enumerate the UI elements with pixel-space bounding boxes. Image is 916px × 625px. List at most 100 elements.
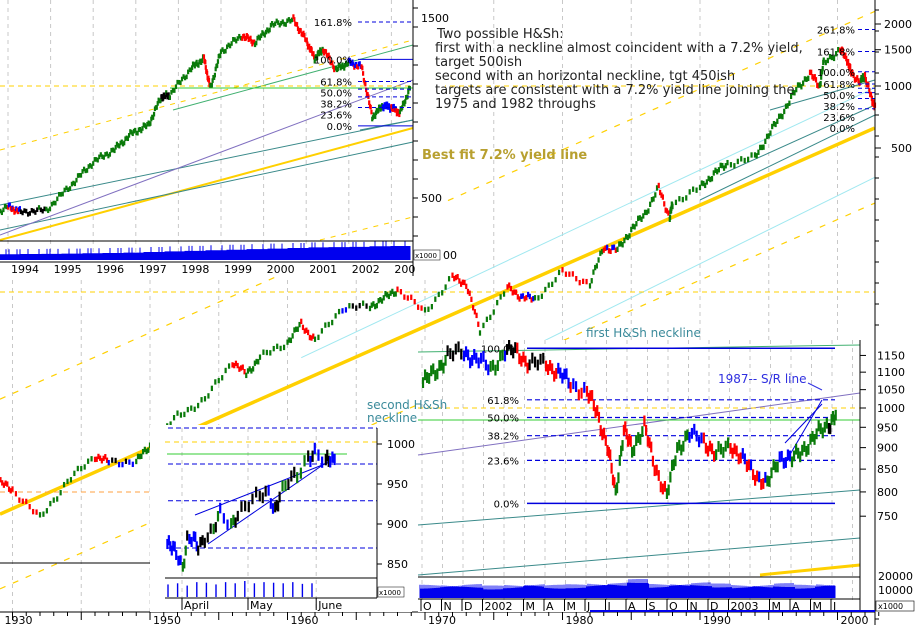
- fib-label: 261.8%: [817, 26, 855, 37]
- x-tick-label: M: [567, 600, 577, 613]
- x-tick-label: 1994: [11, 263, 39, 276]
- x-tick-label: O: [669, 600, 678, 613]
- fib-label: 38.2%: [487, 432, 519, 443]
- x-tick-label: 1997: [139, 263, 167, 276]
- inset-apr-jun: 1000 950 900 850 April May June x1000: [165, 427, 415, 612]
- first-neckline-label: first H&Sh neckline: [586, 326, 701, 340]
- y-tick-label: 950: [877, 421, 898, 434]
- x-tick-label: 2001: [309, 263, 337, 276]
- best-fit-label: Best fit 7.2% yield line: [422, 148, 587, 163]
- volume-unit-box: [875, 600, 915, 612]
- y-tick-label: 00: [443, 249, 457, 262]
- y-tick-label: 1150: [877, 349, 905, 362]
- fib-label: 38.2%: [823, 102, 855, 113]
- fib-label: 100.0%: [817, 68, 855, 79]
- y-tick-label: 1050: [877, 384, 905, 397]
- fib-label: 61.8%: [823, 80, 855, 91]
- x-tick-label: June: [317, 599, 342, 612]
- best-fit-line: [0, 127, 414, 241]
- volume-unit-box: [413, 249, 441, 261]
- x-tick-label: 1998: [181, 263, 209, 276]
- x-tick-label: 2003: [731, 600, 759, 613]
- x-tick-label: M: [813, 600, 823, 613]
- fib-label: 161.8%: [314, 18, 352, 29]
- fib-label: 38.2%: [320, 99, 352, 110]
- fib-label: 0.0%: [830, 124, 855, 135]
- x-tick-label: 1930: [5, 614, 33, 625]
- y-tick-label: 1500: [421, 12, 449, 25]
- teal-line: [0, 141, 414, 231]
- y-tick-label: 1000: [877, 402, 905, 415]
- note-line: first with a neckline almost coincident …: [435, 41, 803, 56]
- x-tick-label: 2000: [841, 614, 869, 625]
- y-tick-label: 800: [877, 486, 898, 499]
- volume-unit: x1000: [379, 589, 401, 597]
- inset-1994-2003-background: [0, 0, 445, 277]
- wedge-line: [784, 403, 823, 444]
- x-tick-label: M: [526, 600, 536, 613]
- fib-label: 100.0%: [314, 55, 352, 66]
- x-tick-label: D: [710, 600, 718, 613]
- y-tick-label: 500: [421, 192, 442, 205]
- y-tick-label: 900: [877, 442, 898, 455]
- note-line: Two possible H&Sh:: [436, 27, 564, 42]
- fib-label: 161.8%: [817, 48, 855, 59]
- x-tick-label: 2002: [352, 263, 380, 276]
- volume-unit: x1000: [878, 602, 903, 611]
- x-tick-label: 2002: [485, 600, 513, 613]
- fib-label: 50.0%: [487, 414, 519, 425]
- fib-label: 23.6%: [320, 110, 352, 121]
- support-line: [359, 119, 414, 131]
- x-tick-label: A: [792, 600, 800, 613]
- y-tick-label: 1000: [884, 80, 912, 93]
- y-tick-label: 500: [891, 142, 912, 155]
- y-tick-label: 750: [877, 510, 898, 523]
- x-tick-label: M: [772, 600, 782, 613]
- x-tick-label: D: [464, 600, 472, 613]
- trend-line: [719, 104, 876, 176]
- fib-label: 100.0%: [481, 344, 519, 355]
- x-tick-label: J: [832, 600, 836, 613]
- x-tick-label: S: [649, 600, 656, 613]
- sr-line-pointer: [807, 382, 823, 391]
- inset-oct2001-jun2003: 100.0% 61.8% 50.0% 38.2% 23.6% 0.0% 1150 1100 10…: [417, 340, 915, 625]
- x-tick-label: A: [628, 600, 636, 613]
- sr-1987-line: [417, 392, 861, 456]
- x-tick-label: A: [546, 600, 554, 613]
- y-tick-label: 850: [387, 558, 408, 571]
- y-tick-label: 950: [387, 478, 408, 491]
- x-tick-label: 200: [394, 263, 415, 276]
- support-line: [417, 537, 861, 576]
- volume-tick-label: 20000: [878, 570, 913, 583]
- wedge-line: [194, 461, 331, 516]
- x-tick-label: J: [586, 600, 590, 613]
- y-tick-label: 850: [877, 463, 898, 476]
- x-tick-label: N: [444, 600, 452, 613]
- inset-oct2001-jun2003-background: [418, 340, 916, 612]
- x-tick-label: 1980: [566, 614, 594, 625]
- purple-line: [0, 79, 414, 236]
- note-line: targets are consistent with a 7.2% yield…: [435, 83, 795, 98]
- note-line: second with an horizontal neckline, tgt …: [435, 69, 735, 84]
- second-neckline-label: second H&Sh: [367, 398, 447, 412]
- first-neckline: [172, 44, 414, 111]
- sr-line-label: 1987-- S/R line: [718, 372, 806, 386]
- fib-label: 50.0%: [823, 91, 855, 102]
- volume-unit-box: [377, 586, 405, 598]
- best-fit-line: [759, 563, 861, 577]
- trend-line: [699, 114, 876, 201]
- fib-label: 23.6%: [823, 113, 855, 124]
- note-line: target 500ish: [435, 55, 522, 70]
- fib-label: 61.8%: [320, 77, 352, 88]
- inset-apr-jun-background: [150, 425, 412, 612]
- fib-label: 23.6%: [487, 456, 519, 467]
- note-line: 1975 and 1982 throughs: [435, 97, 596, 112]
- x-tick-label: May: [250, 599, 273, 612]
- x-tick-label: 1970: [428, 614, 456, 625]
- lower-band-line: [319, 216, 414, 241]
- x-tick-label: 1995: [54, 263, 82, 276]
- analysis-note: Two possible H&Sh: first with a neckline…: [435, 27, 803, 112]
- x-tick-label: April: [184, 599, 209, 612]
- x-tick-label: N: [690, 600, 698, 613]
